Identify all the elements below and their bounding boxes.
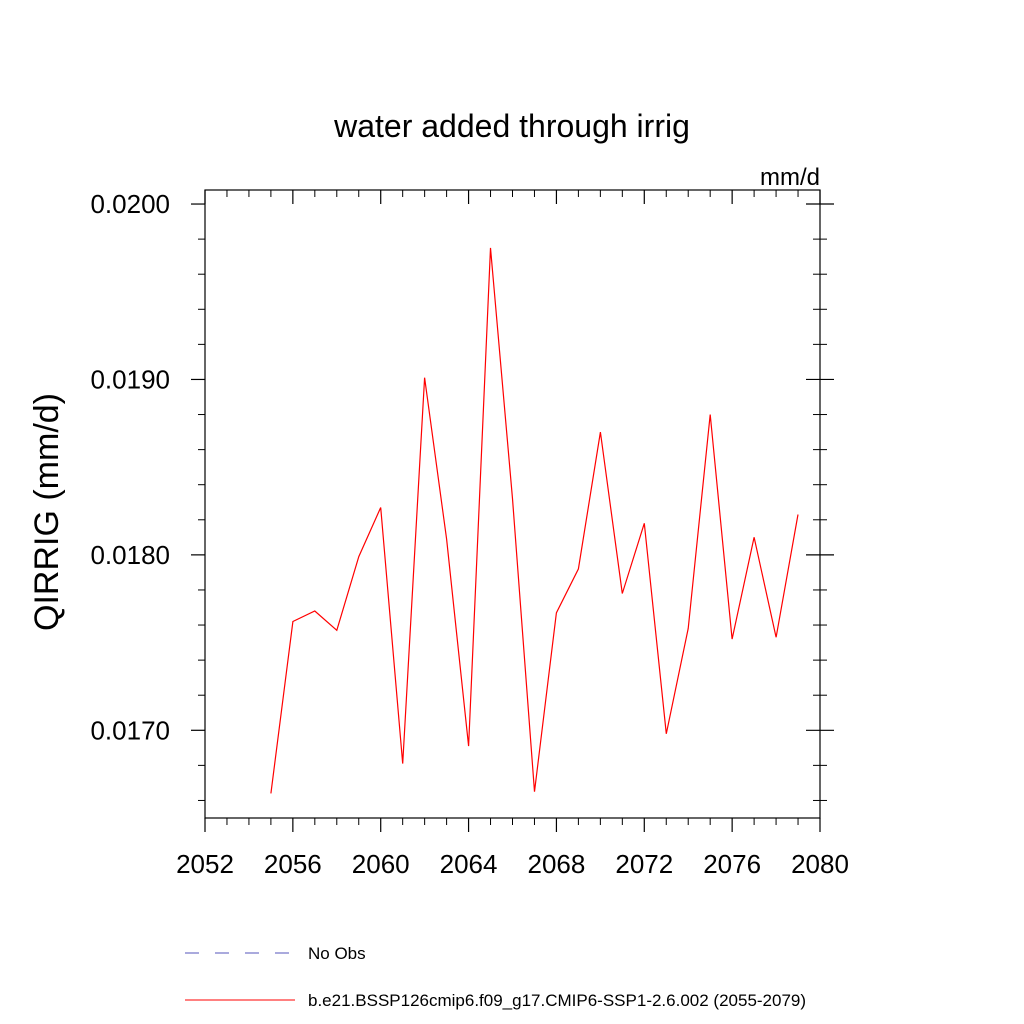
- x-tick-label: 2068: [528, 849, 586, 879]
- y-axis-label: QIRRIG (mm/d): [28, 393, 66, 631]
- series-line: [270, 247, 799, 794]
- x-tick-label: 2056: [264, 849, 322, 879]
- x-tick-label: 2076: [703, 849, 761, 879]
- y-tick-label: 0.0190: [90, 364, 170, 394]
- x-tick-label: 2080: [791, 849, 849, 879]
- units-label: mm/d: [760, 164, 820, 191]
- chart-title: water added through irrig: [333, 108, 690, 144]
- legend-label: No Obs: [308, 944, 366, 963]
- x-tick-label: 2060: [352, 849, 410, 879]
- plot-frame: [204, 189, 821, 819]
- y-tick-label: 0.0170: [90, 715, 170, 745]
- x-tick-label: 2052: [176, 849, 234, 879]
- x-tick-label: 2064: [440, 849, 498, 879]
- legend-label: b.e21.BSSP126cmip6.f09_g17.CMIP6-SSP1-2.…: [308, 991, 806, 1010]
- series-layer: [270, 247, 799, 794]
- legend: No Obs b.e21.BSSP126cmip6.f09_g17.CMIP6-S…: [185, 944, 806, 1010]
- axis-ticks: [191, 190, 834, 832]
- y-tick-label: 0.0180: [90, 540, 170, 570]
- axis-tick-labels: 2052 2056 2060 2064 2068 2072 2076 2080 0.0170 0.…: [90, 189, 848, 879]
- x-tick-label: 2072: [615, 849, 673, 879]
- y-tick-label: 0.0200: [90, 189, 170, 219]
